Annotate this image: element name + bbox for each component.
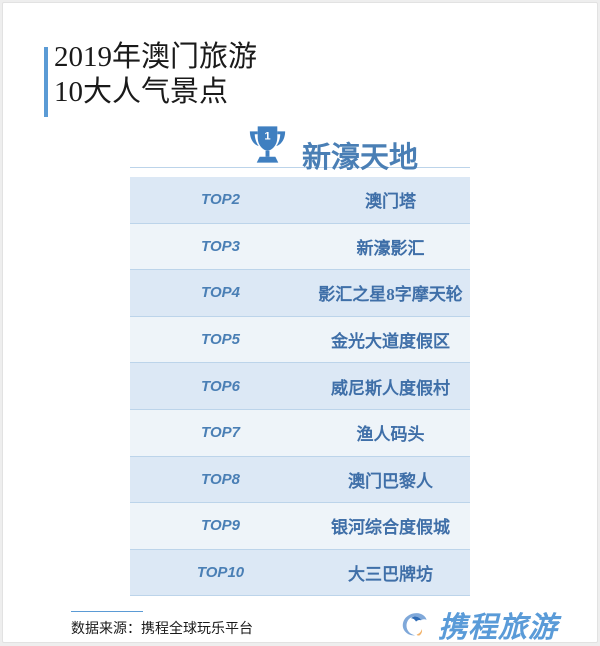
svg-text:1: 1 <box>264 131 270 143</box>
